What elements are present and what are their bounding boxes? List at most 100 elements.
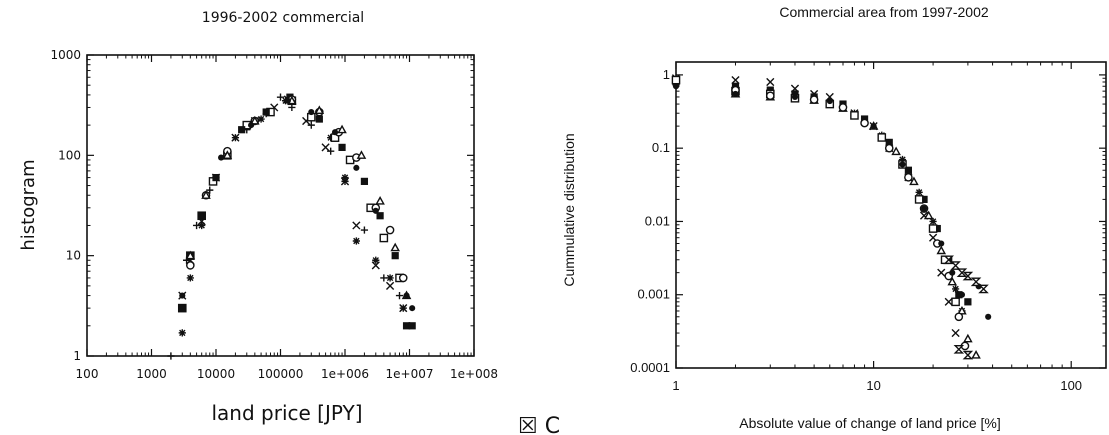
data-point (951, 297, 960, 307)
data-point (766, 77, 775, 87)
data-point (884, 143, 894, 153)
data-point (938, 240, 945, 247)
data-point (398, 273, 408, 283)
data-point (385, 281, 395, 290)
data-point (955, 291, 963, 299)
data-point (186, 274, 194, 282)
data-point (372, 256, 380, 264)
data-point (838, 103, 848, 112)
data-point (198, 221, 206, 230)
data-point (201, 190, 211, 199)
data-point (315, 115, 323, 123)
data-point (338, 143, 346, 151)
data-point (403, 292, 410, 299)
data-point (395, 291, 404, 300)
x-tick-label: 10 (866, 378, 880, 393)
data-point (920, 205, 928, 212)
x-tick-label: 10000 (197, 367, 235, 381)
data-point (970, 277, 982, 287)
x-axis-label: land price [JPY] (211, 401, 362, 425)
data-point (891, 146, 901, 156)
data-point (356, 150, 367, 159)
data-point (898, 155, 907, 164)
data-point (284, 97, 291, 104)
data-point (964, 298, 972, 306)
cumulative-distribution-chart: Commercial area from 1997-2002 1 10 100 0.0… (561, 4, 1107, 431)
y-tick-label: 1 (73, 349, 81, 363)
data-point (340, 177, 350, 186)
y-tick-label: 1 (663, 67, 670, 82)
data-point (915, 188, 923, 196)
data-point (186, 261, 195, 270)
data-point (198, 212, 205, 219)
data-point (937, 268, 946, 277)
data-point (331, 129, 339, 136)
data-point (218, 154, 225, 161)
data-point (360, 177, 369, 185)
data-point (732, 90, 739, 97)
data-point (307, 121, 315, 129)
data-point (953, 344, 965, 354)
y-tick-label: 10 (66, 249, 81, 263)
data-point (385, 225, 395, 235)
data-point (963, 333, 973, 343)
data-point (399, 304, 407, 312)
data-point (337, 124, 347, 134)
data-point (179, 292, 186, 299)
data-point (206, 186, 214, 194)
chart-title: Commercial area from 1997-2002 (779, 4, 989, 20)
data-point (341, 173, 349, 182)
data-point (672, 83, 680, 90)
data-point (257, 115, 265, 123)
x-axis-label: Absolute value of change of land price [… (739, 415, 1001, 431)
data-point (276, 93, 285, 101)
data-point (248, 122, 255, 129)
data-point (962, 271, 974, 281)
data-point (671, 75, 681, 85)
data-point (949, 269, 956, 276)
cropped-caption-fragment: ☒ C (518, 414, 560, 435)
axis-ticks: 100 1000 10000 100000 1e+006 1e+007 1e+008 1 10 1… (50, 48, 498, 381)
data-point (352, 237, 360, 245)
x-tick-label: 1000 (136, 367, 167, 381)
data-point (885, 138, 893, 146)
data-point (402, 322, 411, 330)
data-point (860, 118, 869, 128)
data-point (327, 147, 335, 155)
data-point (962, 350, 974, 360)
data-point (212, 173, 220, 182)
data-point (809, 95, 819, 104)
data-point (250, 115, 260, 125)
data-point (372, 207, 379, 214)
data-point (167, 352, 175, 360)
land-price-histogram-chart: 1996-2002 commercial 100 1000 10000 100000 1… (18, 10, 498, 425)
data-point (958, 291, 966, 298)
axis-ticks: 1 10 100 0.0001 0.001 0.01 0.1 1 (630, 62, 1106, 393)
data-point (826, 97, 833, 105)
x-tick-label: 100000 (258, 367, 304, 381)
data-point (178, 304, 186, 312)
data-point (944, 297, 953, 306)
data-point (923, 210, 934, 220)
data-point (920, 195, 928, 203)
data-point (731, 75, 740, 85)
x-tick-label: 1e+006 (321, 367, 369, 381)
chart-title: 1996-2002 commercial (202, 10, 364, 26)
data-point (791, 93, 799, 101)
x-tick-label: 1e+008 (450, 367, 498, 381)
y-tick-label: 1000 (50, 48, 81, 62)
x-tick-label: 100 (76, 367, 99, 381)
x-tick-label: 100 (1060, 378, 1082, 393)
data-point (327, 134, 335, 142)
x-tick-label: 1e+007 (386, 367, 434, 381)
data-point (321, 143, 330, 152)
data-point (352, 221, 361, 230)
data-point (985, 313, 992, 320)
data-point (956, 268, 968, 277)
data-markers (671, 74, 992, 360)
data-point (238, 126, 246, 134)
y-tick-label: 100 (58, 148, 81, 162)
data-point (943, 255, 955, 265)
data-point (929, 217, 937, 226)
